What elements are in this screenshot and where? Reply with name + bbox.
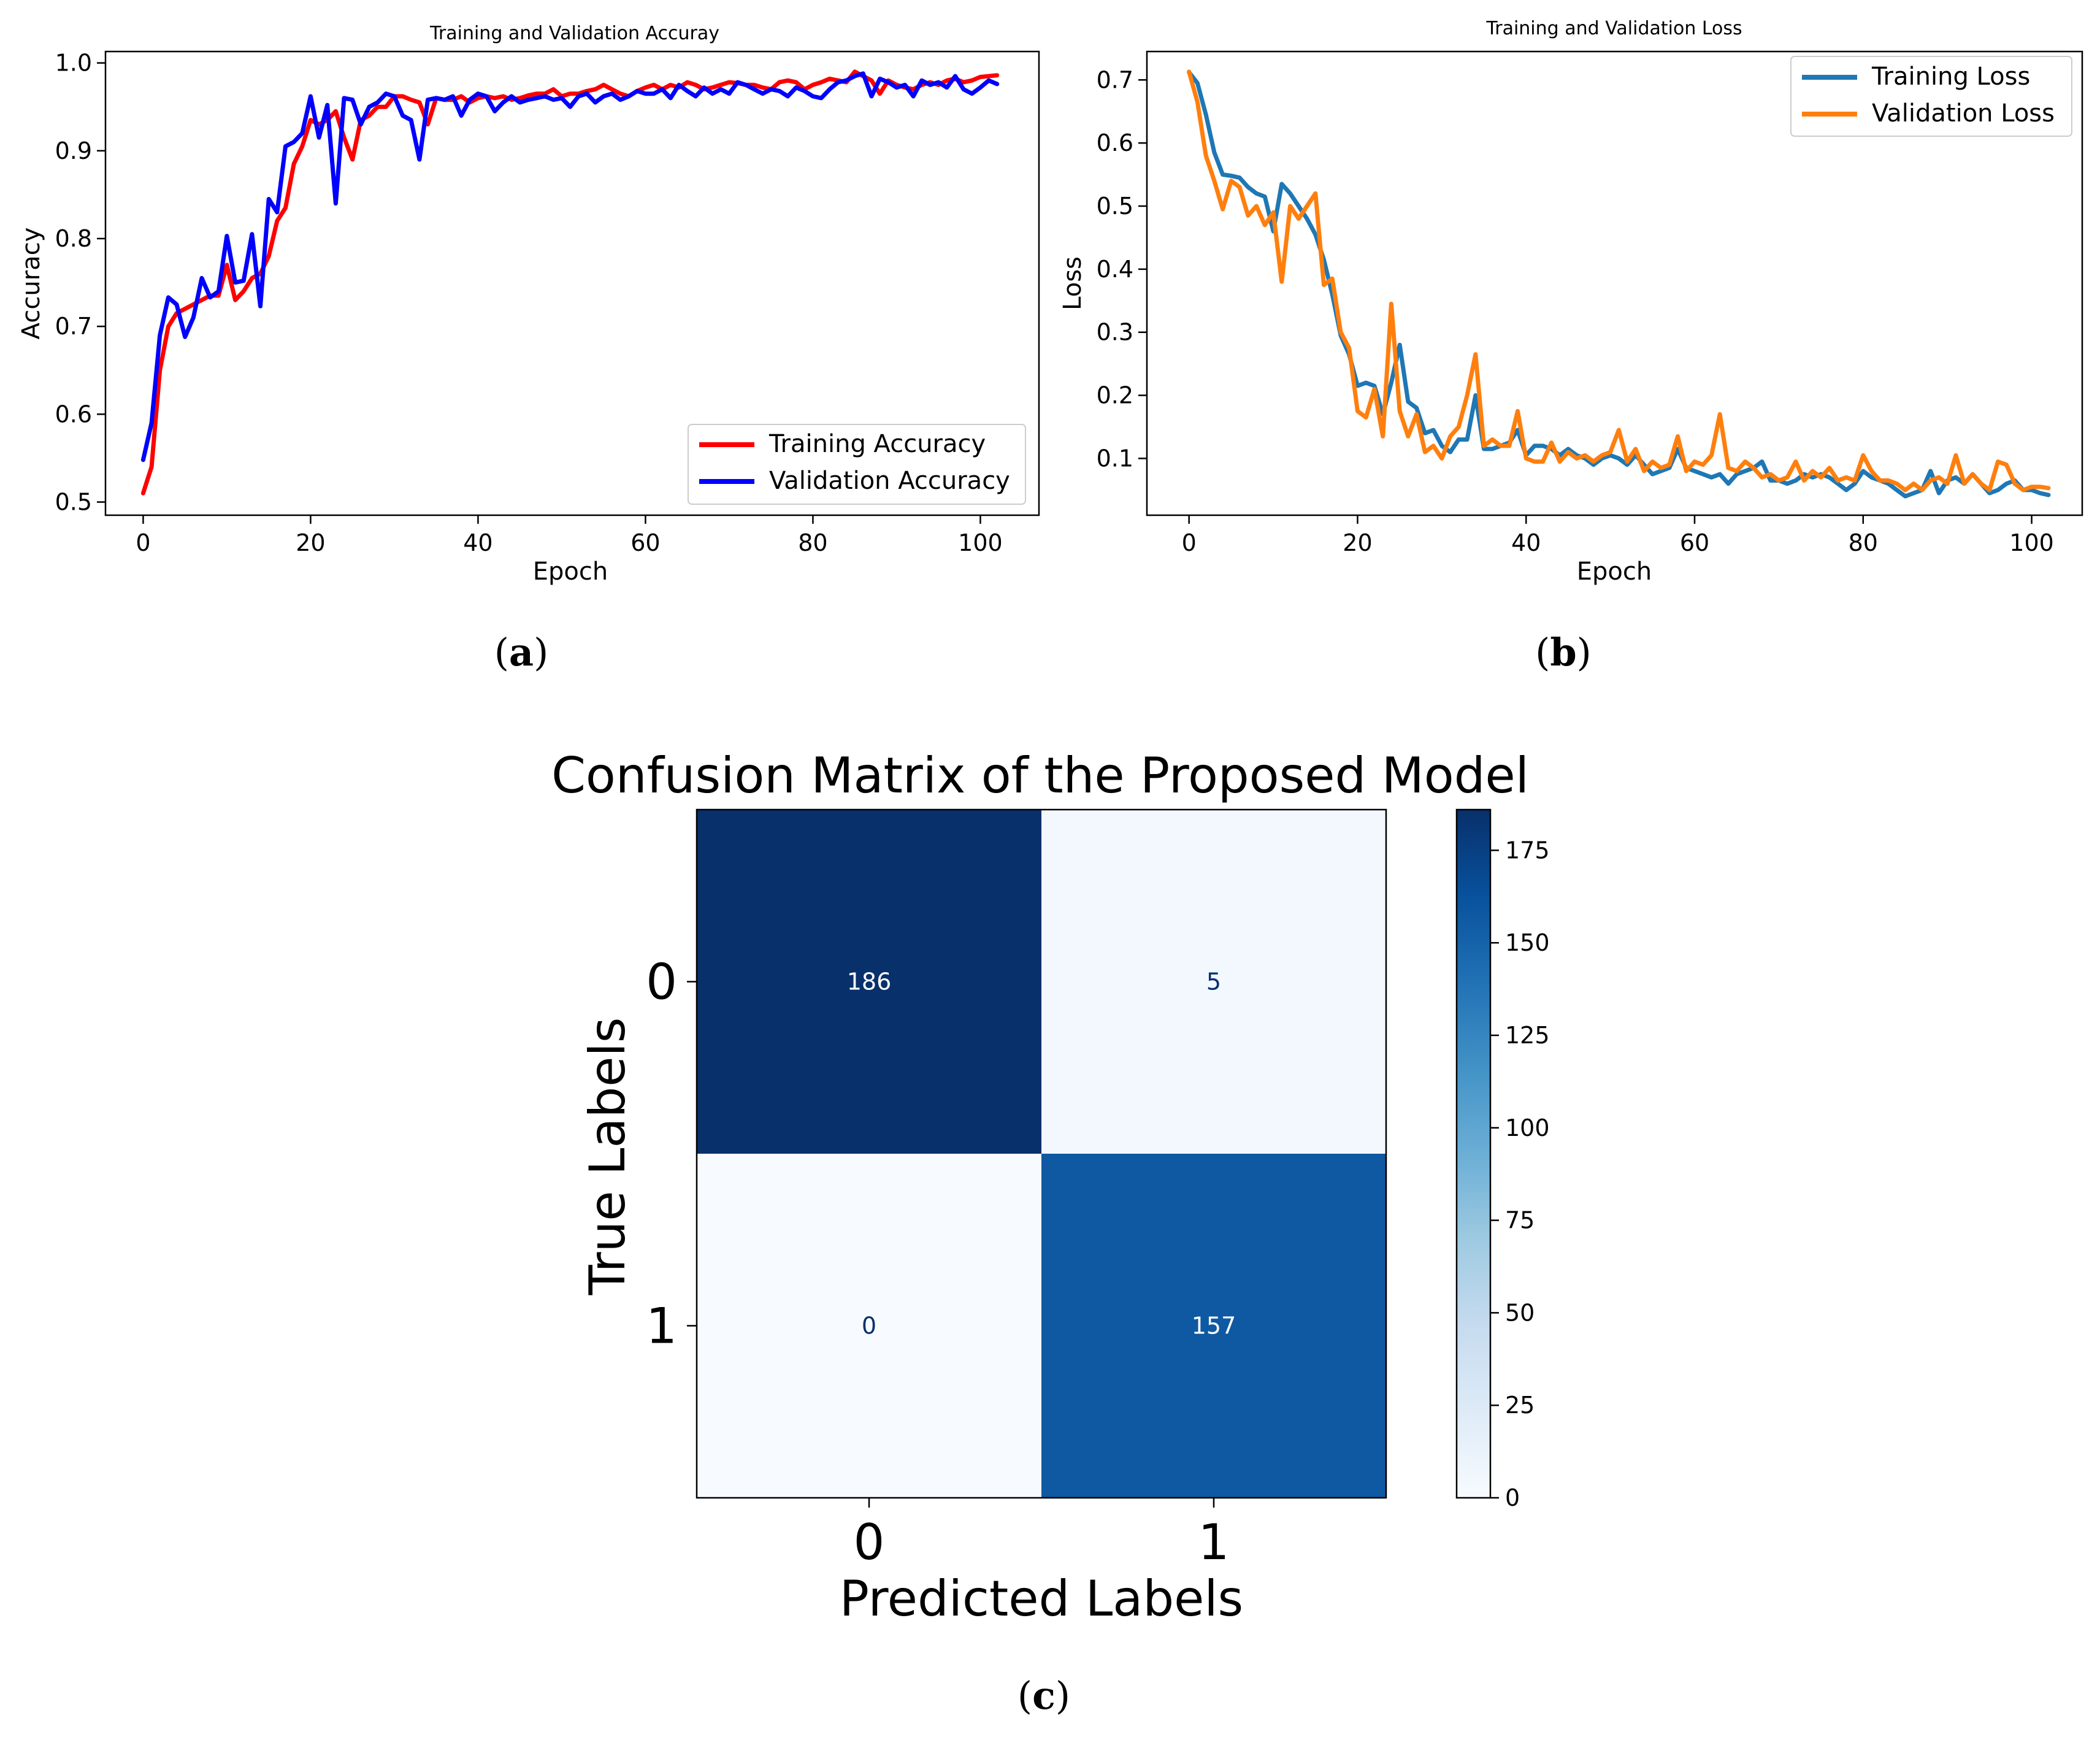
accuracy-chart: Training and Validation Accuray 0 20 40 60 8…	[17, 23, 1040, 586]
legend-label-validation-loss: Validation Loss	[1872, 99, 2055, 128]
x-tick-label: 80	[798, 529, 827, 556]
matrix-cell-1-0	[697, 1154, 1041, 1498]
loss-axes-frame	[1146, 50, 2083, 516]
colorbar-tick-label: 150	[1505, 929, 1550, 956]
colorbar-tick-label: 100	[1505, 1114, 1550, 1141]
x-tick-label: 0	[1182, 529, 1197, 556]
x-tick-label: 20	[296, 529, 325, 556]
loss-y-axis-label: Loss	[1059, 256, 1087, 310]
x-category-label: 0	[854, 1514, 885, 1571]
series-line-validation-loss	[1187, 69, 2051, 493]
x-tick-label: 40	[1511, 529, 1541, 556]
x-tick-label: 100	[958, 529, 1003, 556]
y-tick-label: 0.6	[1097, 129, 1133, 156]
matrix-cell-0-0	[697, 810, 1041, 1154]
y-tick-label: 0.5	[1097, 193, 1133, 220]
y-tick-label: 0.9	[55, 137, 92, 164]
x-tick-label: 0	[136, 529, 150, 556]
loss-chart-title: Training and Validation Loss	[1485, 18, 1742, 39]
loss-x-ticks: 0 20 40 60 80 100	[1182, 515, 2054, 556]
confusion-y-axis-label: True Labels	[579, 1018, 636, 1296]
confusion-matrix-title: Confusion Matrix of the Proposed Model	[551, 747, 1529, 804]
svg-text:(b): (b)	[1535, 630, 1592, 675]
accuracy-legend-box	[688, 424, 1026, 505]
loss-chart: Training and Validation Loss 0 20 40 60 80 10…	[1059, 18, 2083, 586]
matrix-cell-value: 157	[1192, 1313, 1236, 1340]
colorbar-tick-label: 0	[1505, 1484, 1520, 1511]
accuracy-plot-area	[140, 69, 1000, 496]
accuracy-legend: Training Accuracy Validation Accuracy	[688, 424, 1026, 505]
confusion-matrix-ticks: 0 1 0 1	[646, 954, 1229, 1571]
accuracy-chart-title: Training and Validation Accuray	[429, 23, 719, 44]
panel-label-a: (a)	[494, 630, 549, 675]
y-category-label: 1	[646, 1298, 677, 1355]
matrix-cell-value: 5	[1206, 968, 1221, 995]
panel-label-b-text: b	[1550, 630, 1576, 675]
x-tick-label: 60	[1680, 529, 1709, 556]
confusion-matrix-cells: 186 5 0 157	[697, 810, 1386, 1498]
colorbar-tick-label: 75	[1505, 1207, 1535, 1234]
y-tick-label: 0.3	[1097, 319, 1133, 346]
y-tick-label: 0.7	[1097, 66, 1133, 93]
accuracy-x-ticks: 0 20 40 60 80 100	[136, 515, 1003, 556]
x-tick-label: 20	[1343, 529, 1372, 556]
matrix-cell-1-1	[1041, 1154, 1386, 1498]
legend-label-training-loss: Training Loss	[1871, 63, 2030, 91]
y-category-label: 0	[646, 954, 677, 1011]
y-tick-label: 0.2	[1097, 382, 1133, 409]
loss-y-ticks: 0.1 0.2 0.3 0.4 0.5 0.6 0.7	[1097, 66, 1147, 472]
y-tick-label: 1.0	[55, 50, 92, 77]
panel-label-c-text: c	[1032, 1673, 1056, 1718]
loss-plot-area	[1187, 69, 2051, 499]
panel-label-a-text: a	[509, 630, 534, 675]
y-tick-label: 0.5	[55, 489, 92, 516]
loss-legend: Training Loss Validation Loss	[1790, 56, 2072, 137]
matrix-cell-value: 0	[862, 1313, 876, 1340]
panel-label-b: (b)	[1535, 630, 1592, 675]
y-tick-label: 0.7	[55, 313, 92, 340]
confusion-matrix: Confusion Matrix of the Proposed Model 1…	[551, 747, 1549, 1627]
legend-label-training-accuracy: Training Accuracy	[768, 430, 986, 458]
y-tick-label: 0.8	[55, 225, 92, 252]
colorbar-ticks: 0 25 50 75 100 125 150 175	[1490, 837, 1550, 1511]
x-category-label: 1	[1198, 1514, 1230, 1571]
colorbar-tick-label: 125	[1505, 1022, 1550, 1049]
y-tick-label: 0.1	[1097, 445, 1133, 472]
legend-label-validation-accuracy: Validation Accuracy	[769, 467, 1010, 495]
accuracy-y-axis-label: Accuracy	[17, 228, 45, 340]
accuracy-x-axis-label: Epoch	[533, 558, 608, 586]
matrix-cell-value: 186	[847, 968, 892, 995]
series-line-training-loss	[1187, 70, 2051, 499]
colorbar-tick-label: 175	[1505, 837, 1550, 864]
colorbar-tick-label: 25	[1505, 1392, 1535, 1419]
x-tick-label: 100	[2009, 529, 2054, 556]
svg-text:(a): (a)	[494, 630, 549, 675]
series-line-training-accuracy	[140, 69, 1000, 496]
y-tick-label: 0.4	[1097, 256, 1133, 283]
colorbar	[1455, 808, 1492, 1499]
matrix-cell-0-1	[1041, 810, 1386, 1154]
series-line-validation-accuracy	[140, 71, 1000, 462]
colorbar-tick-label: 50	[1505, 1299, 1535, 1326]
svg-text:(c): (c)	[1017, 1673, 1070, 1718]
panel-label-c: (c)	[1017, 1673, 1070, 1718]
confusion-matrix-frame	[696, 808, 1387, 1499]
accuracy-y-ticks: 0.5 0.6 0.7 0.8 0.9 1.0	[55, 50, 105, 516]
accuracy-axes-frame	[104, 50, 1040, 516]
x-tick-label: 60	[630, 529, 660, 556]
loss-legend-box	[1790, 56, 2072, 137]
loss-x-axis-label: Epoch	[1577, 558, 1652, 586]
x-tick-label: 80	[1849, 529, 1878, 556]
x-tick-label: 40	[463, 529, 492, 556]
y-tick-label: 0.6	[55, 401, 92, 428]
confusion-x-axis-label: Predicted Labels	[840, 1570, 1243, 1627]
